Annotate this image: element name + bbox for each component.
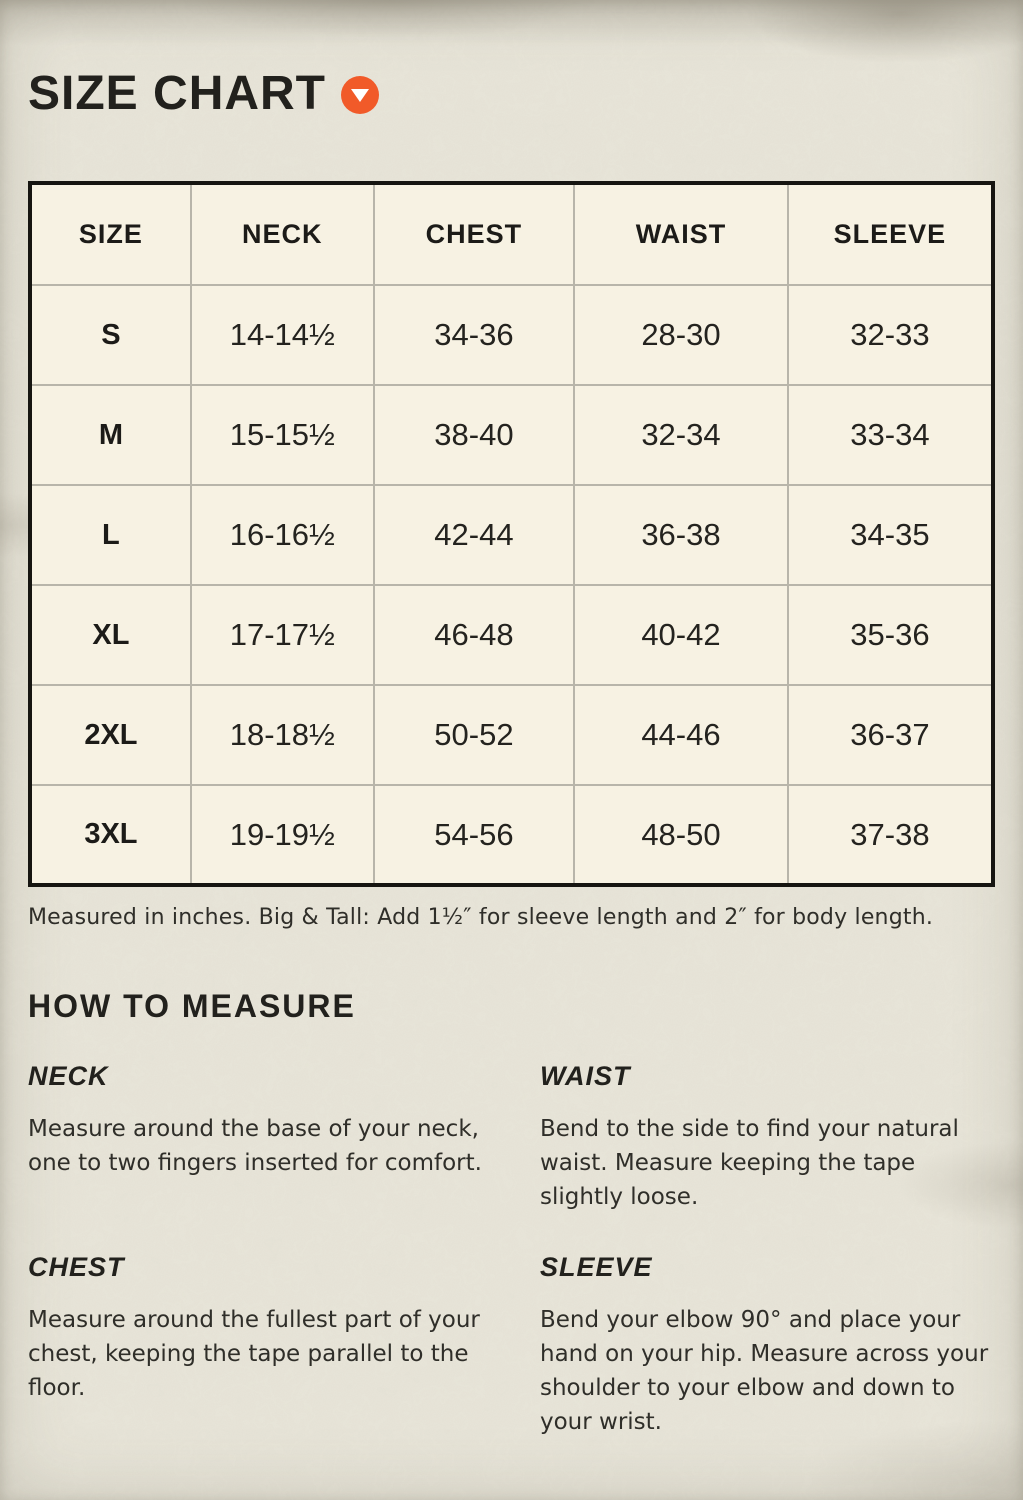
- measurement-cell: 28-30: [573, 284, 789, 386]
- measurement-cell: 36-38: [573, 484, 789, 586]
- measure-section-chest: CHEST Measure around the fullest part of…: [28, 1252, 540, 1439]
- table-footnote: Measured in inches. Big & Tall: Add 1½″ …: [28, 905, 934, 930]
- measurement-cell: 16-16½: [189, 484, 375, 586]
- table-row: M 15-15½ 38-40 32-34 33-34: [29, 384, 995, 486]
- column-header-size: SIZE: [29, 182, 192, 286]
- table-row: XL 17-17½ 46-48 40-42 35-36: [29, 584, 995, 686]
- column-header-neck: NECK: [189, 182, 375, 286]
- size-label: 3XL: [29, 784, 192, 886]
- header-row: SIZE NECK CHEST WAIST SLEEVE: [29, 182, 995, 286]
- measurement-cell: 50-52: [372, 684, 576, 786]
- measurement-cell: 34-35: [786, 484, 995, 586]
- size-label: M: [29, 384, 192, 486]
- measurement-cell: 19-19½: [189, 784, 375, 886]
- measure-sections: NECK Measure around the base of your nec…: [28, 1061, 995, 1439]
- how-to-measure-heading: HOW TO MEASURE: [28, 988, 356, 1024]
- header: SIZE CHART: [28, 66, 995, 121]
- measurement-cell: 38-40: [372, 384, 576, 486]
- measure-section-sleeve: SLEEVE Bend your elbow 90° and place you…: [540, 1252, 995, 1439]
- table-row: 3XL 19-19½ 54-56 48-50 37-38: [29, 784, 995, 886]
- measurement-cell: 40-42: [573, 584, 789, 686]
- measurement-cell: 32-34: [573, 384, 789, 486]
- chevron-down-icon: [351, 89, 369, 102]
- column-header-chest: CHEST: [372, 182, 576, 286]
- section-text-waist: Bend to the side to find your natural wa…: [540, 1116, 959, 1210]
- table-row: 2XL 18-18½ 50-52 44-46 36-37: [29, 684, 995, 786]
- measurement-cell: 14-14½: [189, 284, 375, 386]
- measurement-cell: 15-15½: [189, 384, 375, 486]
- column-header-sleeve: SLEEVE: [786, 182, 995, 286]
- section-text-sleeve: Bend your elbow 90° and place your hand …: [540, 1307, 989, 1435]
- measurement-cell: 54-56: [372, 784, 576, 886]
- column-header-waist: WAIST: [573, 182, 789, 286]
- size-label: XL: [29, 584, 192, 686]
- section-label-waist: WAIST: [540, 1061, 631, 1091]
- page-title: SIZE CHART: [28, 67, 326, 120]
- section-label-chest: CHEST: [28, 1252, 125, 1282]
- measurement-cell: 44-46: [573, 684, 789, 786]
- section-label-neck: NECK: [28, 1061, 109, 1091]
- section-label-sleeve: SLEEVE: [540, 1252, 653, 1282]
- measurement-cell: 18-18½: [189, 684, 375, 786]
- size-label: L: [29, 484, 192, 586]
- measurement-cell: 32-33: [786, 284, 995, 386]
- measurement-cell: 37-38: [786, 784, 995, 886]
- size-label: S: [29, 284, 192, 386]
- measurement-cell: 42-44: [372, 484, 576, 586]
- section-text-chest: Measure around the fullest part of your …: [28, 1307, 480, 1401]
- section-text-neck: Measure around the base of your neck, on…: [28, 1116, 482, 1176]
- measure-section-waist: WAIST Bend to the side to find your natu…: [540, 1061, 995, 1214]
- size-table: SIZE NECK CHEST WAIST SLEEVE S 14-14½ 34…: [28, 181, 995, 887]
- size-label: 2XL: [29, 684, 192, 786]
- measurement-cell: 35-36: [786, 584, 995, 686]
- table-row: S 14-14½ 34-36 28-30 32-33: [29, 284, 995, 386]
- table-row: L 16-16½ 42-44 36-38 34-35: [29, 484, 995, 586]
- measurement-cell: 33-34: [786, 384, 995, 486]
- measurement-cell: 17-17½: [189, 584, 375, 686]
- expand-badge[interactable]: [341, 75, 379, 114]
- measurement-cell: 36-37: [786, 684, 995, 786]
- measurement-cell: 34-36: [372, 284, 576, 386]
- measure-section-neck: NECK Measure around the base of your nec…: [28, 1061, 540, 1214]
- measurement-cell: 46-48: [372, 584, 576, 686]
- measurement-cell: 48-50: [573, 784, 789, 886]
